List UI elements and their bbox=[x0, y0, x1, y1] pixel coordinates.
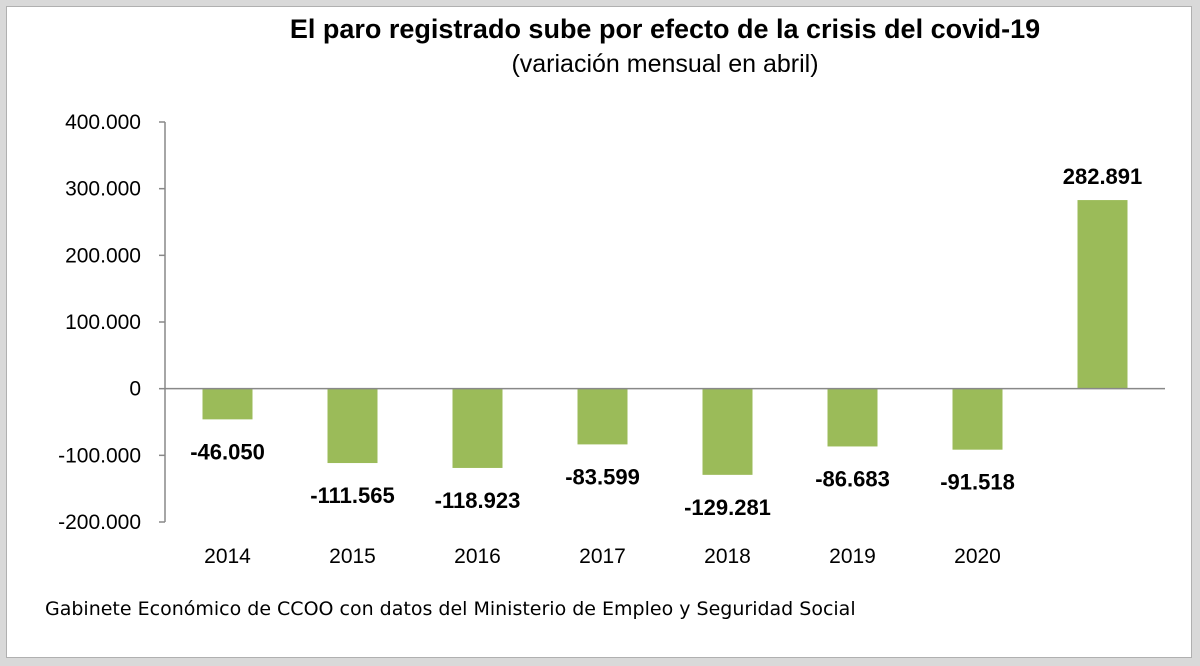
x-tick-label: 2014 bbox=[204, 545, 251, 568]
bar bbox=[1077, 200, 1128, 389]
data-label: -118.923 bbox=[435, 488, 521, 513]
y-tick-label: 0 bbox=[129, 378, 141, 401]
y-tick-label: -200.000 bbox=[58, 511, 141, 534]
x-tick-label: 2018 bbox=[704, 545, 751, 568]
y-tick-label: 400.000 bbox=[65, 111, 141, 134]
data-label: -129.281 bbox=[684, 495, 771, 520]
bar bbox=[952, 388, 1003, 450]
data-label: -91.518 bbox=[940, 470, 1015, 495]
y-tick-label: 200.000 bbox=[65, 244, 141, 267]
data-label: -111.565 bbox=[310, 483, 394, 508]
data-label: 282.891 bbox=[1063, 164, 1143, 189]
x-tick-label: 2019 bbox=[829, 545, 876, 568]
bar bbox=[452, 388, 503, 468]
chart-frame bbox=[6, 6, 1192, 658]
bar bbox=[827, 388, 878, 447]
chart-title: El paro registrado sube por efecto de la… bbox=[289, 14, 1041, 44]
bar bbox=[702, 388, 753, 475]
bar bbox=[577, 388, 628, 445]
data-label: -83.599 bbox=[565, 464, 640, 489]
x-tick-label: 2017 bbox=[579, 545, 626, 568]
y-tick-label: 300.000 bbox=[65, 178, 141, 201]
data-label: -86.683 bbox=[815, 466, 890, 491]
bar bbox=[202, 388, 253, 420]
x-tick-label: 2016 bbox=[454, 545, 501, 568]
data-label: -46.050 bbox=[190, 439, 265, 464]
y-tick-label: -100.000 bbox=[58, 444, 141, 467]
chart-subtitle: (variación mensual en abril) bbox=[511, 50, 819, 78]
x-tick-label: 2020 bbox=[954, 545, 1001, 568]
bar bbox=[327, 388, 378, 464]
y-tick-label: 100.000 bbox=[65, 311, 141, 334]
x-tick-label: 2015 bbox=[329, 545, 376, 568]
source-note: Gabinete Económico de CCOO con datos del… bbox=[45, 598, 856, 620]
